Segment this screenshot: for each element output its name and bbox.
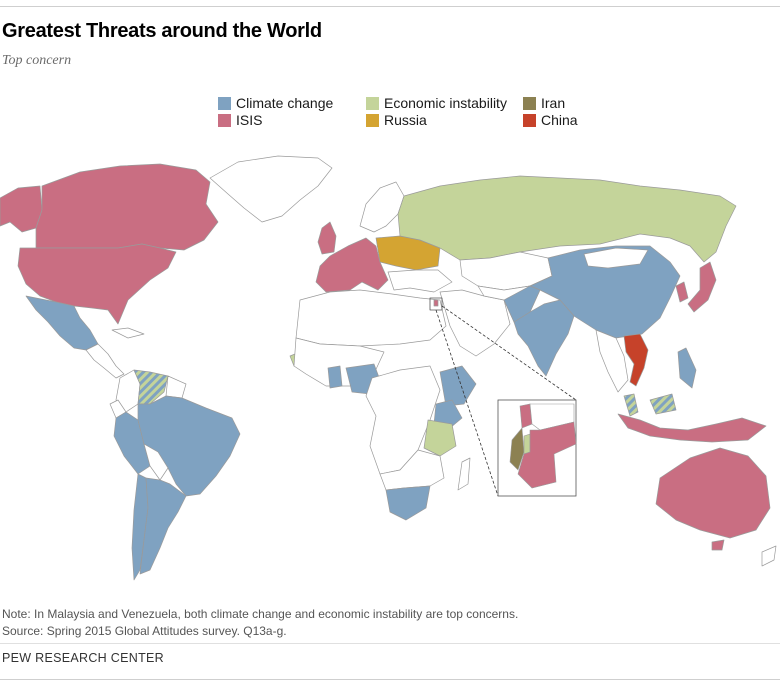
top-rule — [0, 6, 780, 7]
country-ethiopia — [439, 365, 477, 407]
country-ghana — [327, 365, 343, 389]
legend-swatch-russia — [366, 113, 379, 127]
country-mongolia — [583, 247, 649, 269]
country-tanzania — [423, 419, 457, 457]
region-tasmania — [711, 539, 725, 551]
legend-swatch-economic — [366, 96, 379, 110]
legend-swatch-isis — [218, 113, 231, 127]
country-venezuela — [133, 369, 169, 405]
region-southeast-asia — [595, 329, 629, 393]
region-guianas — [165, 375, 187, 399]
country-madagascar — [457, 457, 471, 491]
inset-israel — [509, 427, 525, 471]
org-name: PEW RESEARCH CENTER — [2, 651, 164, 665]
world-map — [0, 155, 777, 581]
country-greenland — [209, 155, 333, 223]
country-alaska — [0, 185, 43, 233]
country-australia — [655, 447, 771, 539]
chart-title: Greatest Threats around the World — [2, 20, 322, 42]
country-bolivia — [143, 443, 169, 481]
source-text: Source: Spring 2015 Global Attitudes sur… — [2, 624, 287, 638]
legend-label-isis: ISIS — [236, 112, 263, 128]
region-middle-east — [439, 289, 511, 357]
region-scandinavia — [359, 181, 405, 233]
country-russia — [397, 175, 737, 263]
region-central-america — [85, 343, 125, 379]
inset-palestine — [523, 433, 531, 455]
country-kenya — [433, 399, 463, 429]
footnote: Note: In Malaysia and Venezuela, both cl… — [2, 606, 518, 640]
region-western-europe — [315, 237, 389, 293]
country-malaysia — [623, 393, 677, 417]
bottom-rule — [0, 679, 780, 680]
note-text: Note: In Malaysia and Venezuela, both cl… — [2, 607, 519, 621]
country-indonesia — [617, 413, 767, 443]
legend-swatch-iran — [523, 96, 536, 110]
legend: Climate change ISIS Economic instability… — [218, 95, 638, 131]
country-lebanon-small — [433, 299, 439, 307]
country-japan — [687, 261, 717, 313]
country-argentina — [139, 477, 187, 575]
legend-item-china: China — [523, 112, 578, 128]
legend-label-russia: Russia — [384, 112, 427, 128]
country-pakistan — [503, 285, 541, 323]
country-new-zealand — [761, 545, 777, 567]
inset-connector-right — [441, 305, 577, 401]
chart-subtitle: Top concern — [2, 53, 72, 68]
country-south-africa — [385, 485, 431, 521]
country-cuba — [111, 327, 145, 339]
inset-map — [497, 399, 577, 497]
region-north-africa — [295, 289, 447, 347]
legend-item-climate: Climate change — [218, 95, 333, 111]
country-south-korea — [675, 281, 689, 303]
legend-label-climate: Climate change — [236, 95, 334, 111]
inset-jordan — [517, 421, 577, 489]
legend-label-iran: Iran — [541, 95, 566, 111]
country-canada — [35, 163, 219, 251]
inset-connector-left — [435, 309, 499, 497]
legend-label-china: China — [541, 112, 578, 128]
country-vietnam — [623, 333, 649, 387]
legend-label-economic: Economic instability — [384, 95, 507, 111]
country-uk — [317, 221, 337, 255]
footer-rule — [0, 643, 780, 644]
region-balkans — [387, 269, 453, 293]
legend-item-russia: Russia — [366, 112, 427, 128]
legend-item-isis: ISIS — [218, 112, 262, 128]
legend-item-economic: Economic instability — [366, 95, 507, 111]
legend-swatch-climate — [218, 96, 231, 110]
legend-item-iran: Iran — [523, 95, 565, 111]
country-india — [513, 299, 575, 377]
country-usa — [17, 243, 177, 325]
country-philippines — [677, 347, 697, 389]
legend-swatch-china — [523, 113, 536, 127]
